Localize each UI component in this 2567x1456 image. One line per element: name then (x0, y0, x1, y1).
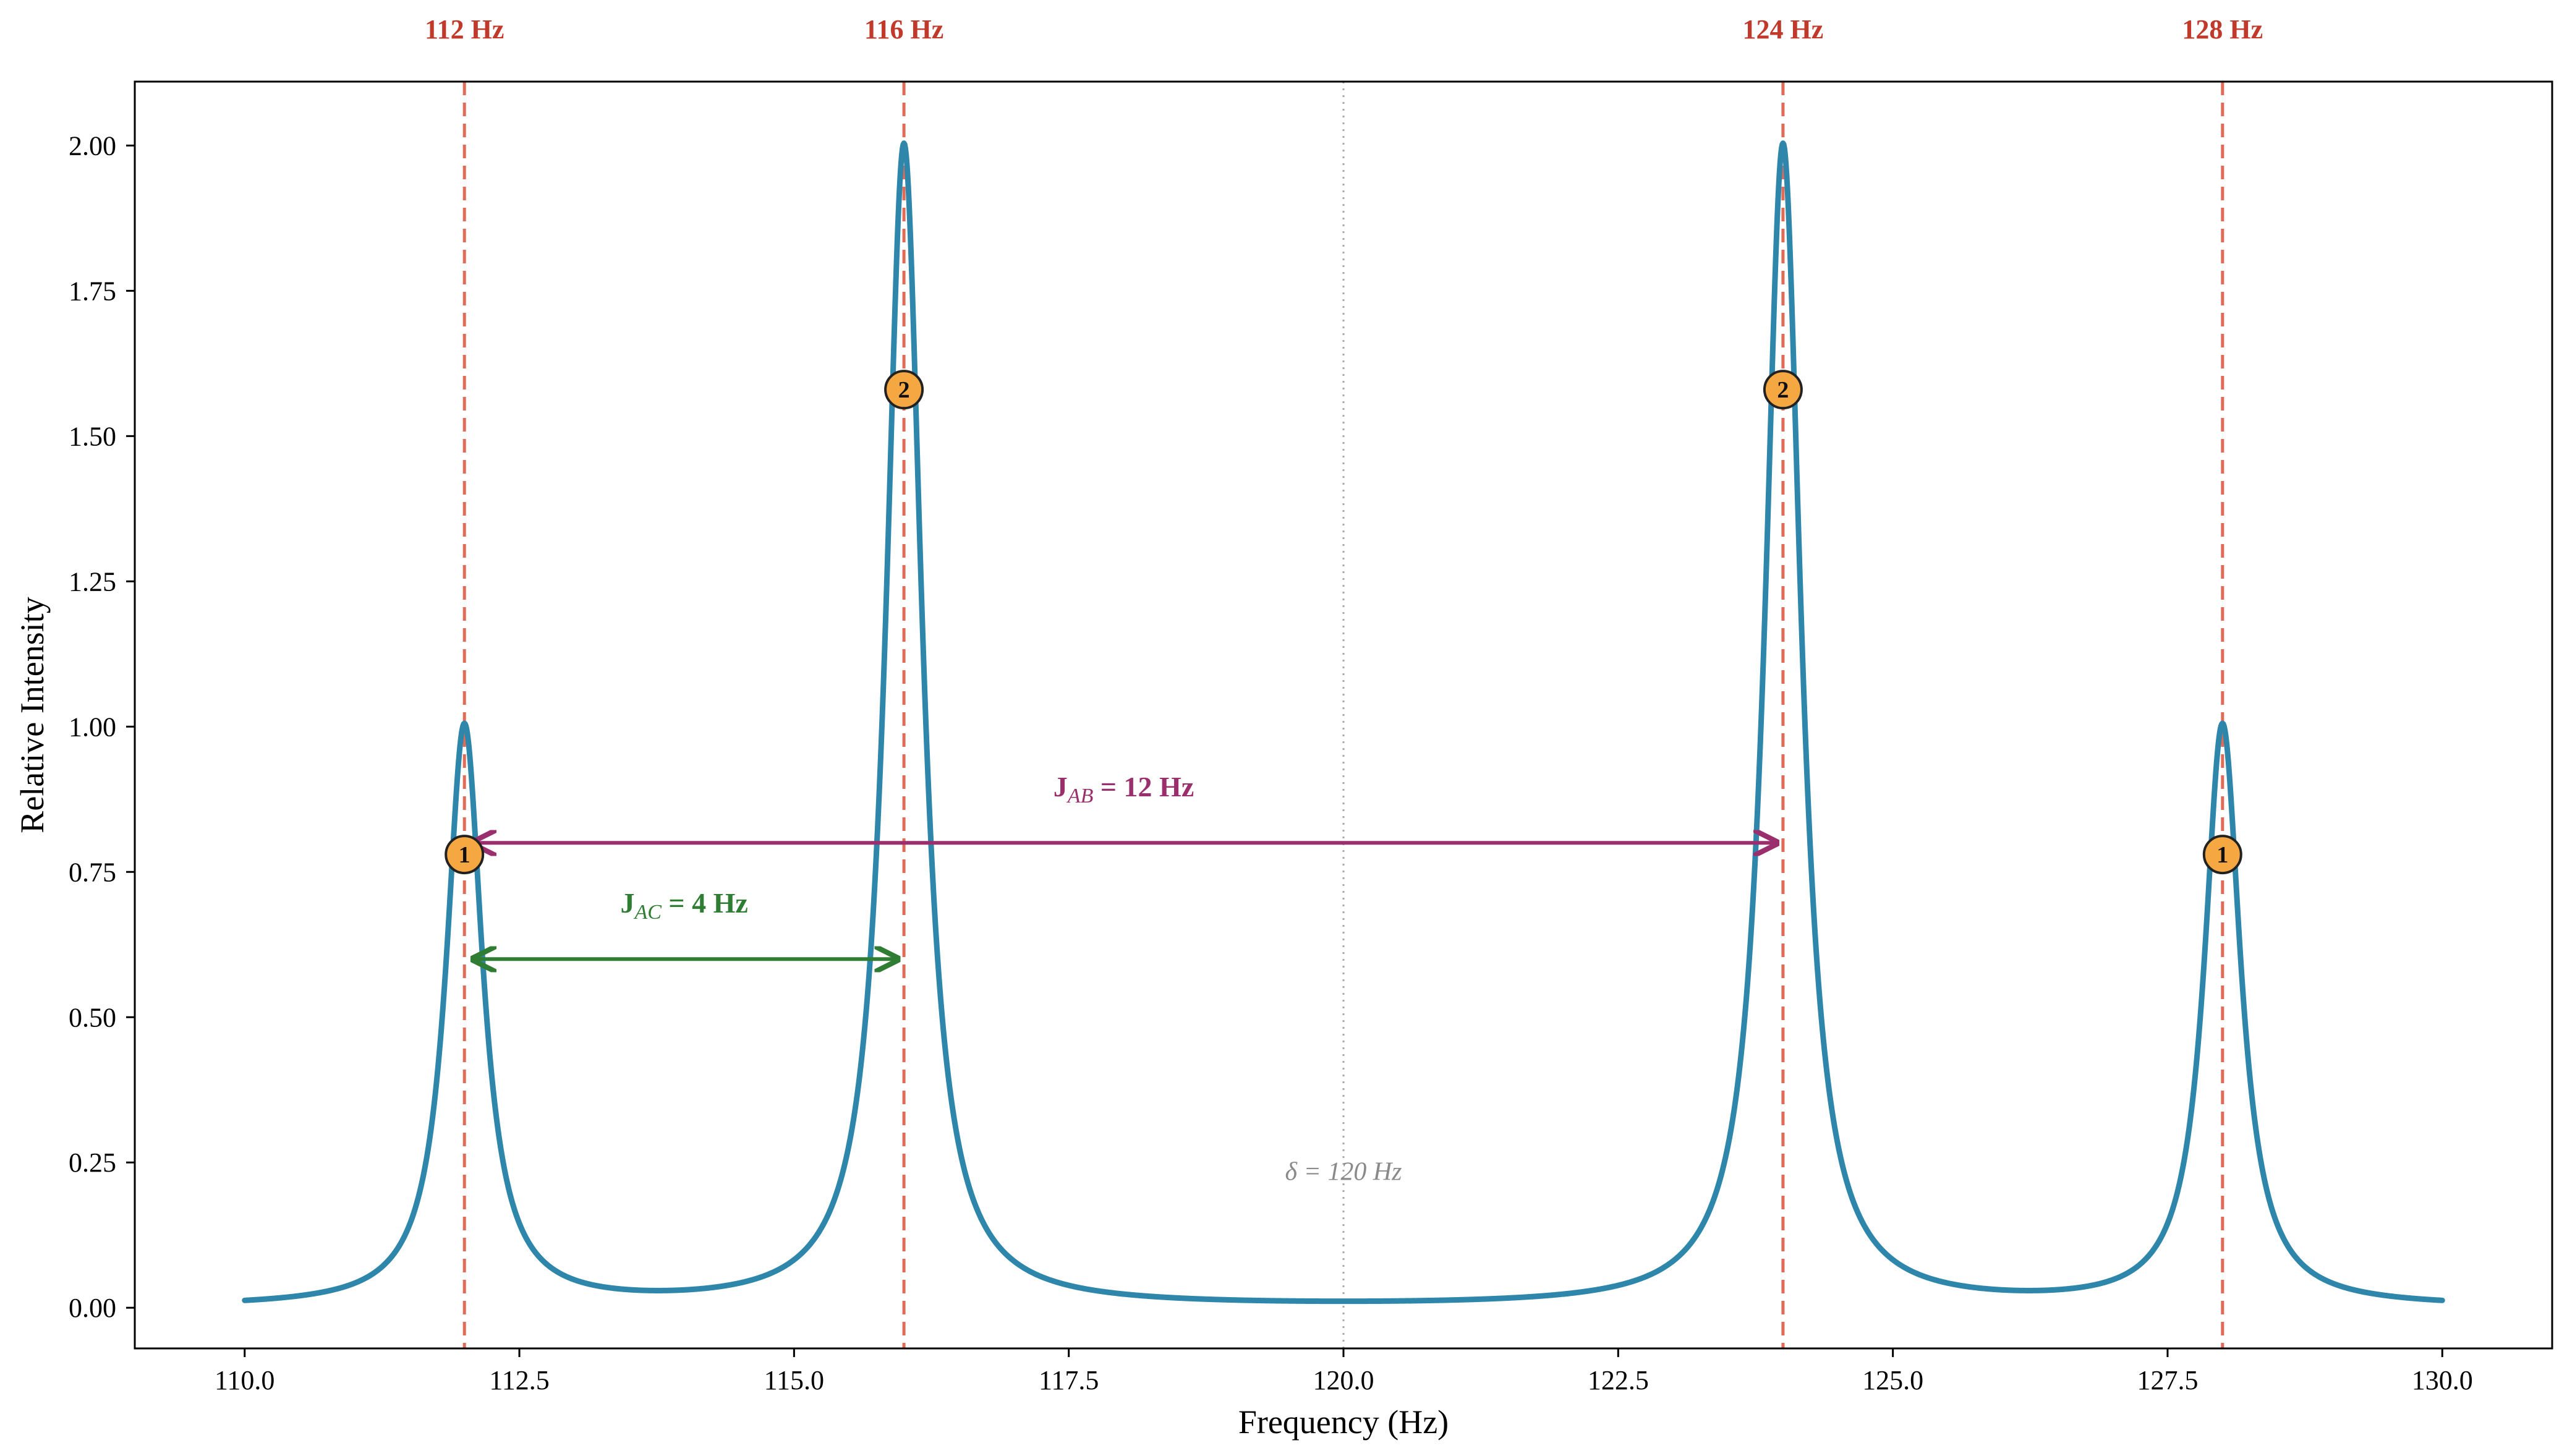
peak-frequency-label-3: 128 Hz (2182, 14, 2263, 45)
coupling-label-ac: JAC = 4 Hz (620, 887, 747, 924)
x-tick-label-2: 115.0 (764, 1365, 824, 1395)
coupling-symbol: J (1054, 771, 1068, 803)
y-tick-label-3: 0.75 (69, 857, 116, 887)
y-tick-label-4: 1.00 (69, 712, 116, 742)
x-tick-label-8: 130.0 (2412, 1365, 2473, 1395)
coupling-subscript: AB (1066, 785, 1094, 807)
center-line-layer: δ = 120 Hz (1285, 82, 1402, 1348)
x-tick-label-4: 120.0 (1313, 1365, 1374, 1395)
x-tick-label-5: 122.5 (1588, 1365, 1649, 1395)
spectrum-layer (242, 140, 2445, 1305)
axes-layer: 110.0 112.5 115.0 117.5 120.0 122.5 125.0 127.5… (14, 80, 2553, 1441)
y-tick-label-2: 0.50 (69, 1002, 116, 1032)
y-tick-label-6: 1.50 (69, 421, 116, 451)
x-tick-label-6: 125.0 (1862, 1365, 1923, 1395)
multiplicity-markers-layer: 1 2 2 1 (445, 370, 2242, 875)
coupling-subscript: AC (633, 901, 662, 924)
multiplicity-marker-0 (445, 835, 485, 875)
y-tick-label-0: 0.00 (69, 1293, 116, 1323)
y-tick-label-7: 1.75 (69, 276, 116, 306)
y-tick-label-8: 2.00 (69, 130, 116, 161)
y-tick-label-5: 1.25 (69, 566, 116, 597)
multiplicity-label-0: 1 (459, 842, 470, 868)
coupling-label-ab: JAB = 12 Hz (1054, 771, 1194, 807)
multiplicity-label-2: 2 (1777, 377, 1789, 403)
spectrum-line (242, 140, 2445, 1305)
coupling-value: = 12 Hz (1093, 771, 1194, 803)
multiplicity-label-1: 2 (898, 377, 910, 403)
x-tick-label-1: 112.5 (489, 1365, 549, 1395)
coupling-value: = 4 Hz (662, 887, 748, 919)
multiplicity-label-3: 1 (2216, 842, 2228, 868)
y-tick-label-1: 0.25 (69, 1147, 116, 1178)
peak-frequency-label-0: 112 Hz (425, 14, 504, 45)
y-axis-title: Relative Intensity (14, 597, 51, 833)
x-tick-label-0: 110.0 (215, 1365, 275, 1395)
peak-frequency-label-2: 124 Hz (1743, 14, 1824, 45)
peak-frequency-label-1: 116 Hz (864, 14, 943, 45)
x-tick-label-7: 127.5 (2137, 1365, 2198, 1395)
x-tick-label-3: 117.5 (1039, 1365, 1099, 1395)
multiplicity-marker-3 (2202, 835, 2242, 875)
multiplicity-marker-2 (1763, 370, 1803, 410)
x-axis-title: Frequency (Hz) (1238, 1403, 1449, 1441)
peak-lines-layer: 112 Hz 116 Hz 124 Hz 128 Hz (425, 14, 2263, 1348)
multiplicity-marker-1 (884, 370, 924, 410)
center-shift-label: δ = 120 Hz (1285, 1157, 1402, 1186)
coupling-symbol: J (620, 887, 634, 919)
